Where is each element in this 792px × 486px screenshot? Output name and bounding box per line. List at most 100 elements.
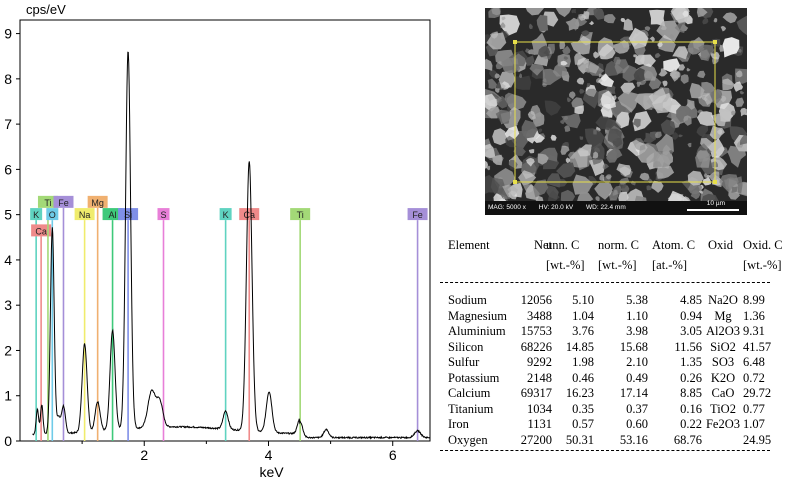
- cell-oxidc: 0.77: [743, 401, 765, 416]
- cell-unn: 16.23: [565, 386, 594, 400]
- table-top-divider: [440, 282, 770, 283]
- cell-oxid: CaO: [711, 386, 735, 400]
- element-label-box: [290, 208, 311, 221]
- cell-unn: 3.76: [572, 324, 594, 338]
- element-label-box: [407, 208, 428, 221]
- cell-unn: 1.04: [572, 308, 594, 323]
- header-atom: Atom. C: [652, 238, 696, 252]
- cell-atom: 0.22: [680, 417, 702, 431]
- header-atom-unit: [at.-%]: [652, 258, 688, 272]
- element-label-box: [53, 195, 74, 208]
- element-label: Fe: [412, 210, 423, 220]
- cell-element: Iron: [448, 417, 469, 431]
- header-unn-unit: [wt.-%]: [546, 258, 585, 272]
- y-tick-label: 4: [4, 252, 12, 268]
- cell-net: 69317: [520, 386, 552, 400]
- cell-element: Titanium: [448, 401, 494, 416]
- header-net: Net: [533, 238, 552, 252]
- y-tick-label: 2: [4, 342, 12, 358]
- cell-oxidc: 0.72: [743, 370, 765, 385]
- element-label: Ca: [35, 226, 47, 236]
- element-label-box: [118, 208, 139, 221]
- element-label: Ti: [44, 198, 51, 208]
- cell-oxid: Al2O3: [705, 324, 741, 338]
- cell-net: 15753: [520, 324, 552, 338]
- sem-scale-label: 10 µm: [706, 200, 725, 207]
- cell-oxidc: 41.57: [743, 339, 772, 354]
- sem-info-bar: MAG: 5000 x HV: 20.0 kV WD: 22.4 mm: [485, 201, 747, 215]
- element-label: K: [223, 210, 229, 220]
- y-axis-label: cps/eV: [26, 2, 66, 17]
- cell-element: Calcium: [448, 386, 491, 400]
- element-label-box: [87, 195, 108, 208]
- element-label: K: [33, 210, 39, 220]
- cell-atom: 4.85: [680, 293, 702, 307]
- cell-oxidc: 8.99: [743, 293, 765, 307]
- element-label-box: [30, 208, 43, 221]
- cell-atom: 1.35: [680, 355, 702, 369]
- cell-oxidc: 6.48: [743, 355, 765, 369]
- cell-net: 68226: [520, 339, 552, 354]
- sem-wd: WD: 22.4 mm: [586, 204, 626, 211]
- sem-scale-bar: [687, 209, 739, 211]
- cell-net: 2148: [527, 370, 552, 385]
- composition-table: Element Net unn. C [wt.-%] norm. C [wt.-…: [440, 238, 790, 451]
- sem-micrograph: MAG: 5000 x HV: 20.0 kV WD: 22.4 mm 10 µ…: [485, 8, 747, 215]
- cell-atom: 3.05: [680, 324, 702, 338]
- cell-oxid: TiO2: [710, 401, 736, 416]
- cell-oxid: Na2O: [708, 293, 738, 307]
- cell-element: Potassium: [448, 370, 500, 385]
- cell-norm: 1.10: [626, 308, 648, 323]
- y-tick-label: 0: [4, 433, 12, 449]
- y-tick-label: 9: [4, 26, 12, 42]
- cell-norm: 53.16: [619, 432, 648, 447]
- cell-unn: 0.35: [572, 401, 594, 416]
- table-bottom-divider: [440, 450, 770, 451]
- element-label-box: [74, 208, 95, 221]
- element-label: Na: [79, 210, 91, 220]
- cell-element: Aluminium: [448, 324, 506, 338]
- element-label-box: [102, 208, 123, 221]
- element-label-box: [239, 208, 260, 221]
- cell-norm: 0.60: [626, 417, 648, 431]
- cell-element: Silicon: [448, 339, 484, 354]
- spectrum-line: [32, 51, 431, 440]
- y-tick-label: 1: [4, 388, 12, 404]
- cell-net: 1131: [527, 417, 552, 431]
- cell-oxidc: 1.36: [743, 308, 765, 323]
- header-norm: norm. C: [598, 238, 639, 252]
- element-label: Fe: [58, 198, 69, 208]
- cell-element: Oxygen: [448, 432, 488, 447]
- element-label-box: [37, 195, 58, 208]
- cell-oxid: SiO2: [710, 339, 736, 354]
- x-tick-label: 6: [389, 447, 397, 463]
- cell-oxid: K2O: [710, 370, 736, 385]
- cell-unn: 1.98: [572, 355, 594, 369]
- header-oxidc: Oxid. C: [743, 238, 783, 252]
- y-tick-label: 7: [4, 116, 12, 132]
- y-tick-label: 5: [4, 207, 12, 223]
- table-header: Element Net unn. C [wt.-%] norm. C [wt.-…: [440, 238, 790, 280]
- header-norm-unit: [wt.-%]: [598, 258, 637, 272]
- x-tick-label: 4: [265, 447, 273, 463]
- sem-selection-handle: [713, 180, 717, 184]
- cell-oxid: Fe2O3: [705, 417, 741, 431]
- cell-norm: 17.14: [619, 386, 648, 400]
- element-label: Ca: [243, 210, 255, 220]
- y-tick-label: 3: [4, 297, 12, 313]
- cell-element: Sodium: [448, 293, 487, 307]
- element-label-box: [46, 208, 59, 221]
- cell-atom: 11.56: [674, 339, 702, 354]
- header-oxidc-unit: [wt.-%]: [743, 258, 782, 272]
- cell-net: 1034: [527, 401, 552, 416]
- cell-unn: 50.31: [565, 432, 594, 447]
- cell-element: Sulfur: [448, 355, 480, 369]
- element-label-box: [157, 208, 170, 221]
- x-tick-label: 2: [140, 447, 148, 463]
- element-label: S: [160, 210, 166, 220]
- sem-selection-handle: [713, 40, 717, 44]
- table-row: Sodium 12056 5.10 5.38 4.85 Na2O 8.99: [440, 293, 790, 309]
- table-row: Oxygen 27200 50.31 53.16 68.76 24.95: [440, 433, 790, 449]
- sem-hv: HV: 20.0 kV: [538, 204, 574, 211]
- cell-atom: 68.76: [673, 432, 702, 447]
